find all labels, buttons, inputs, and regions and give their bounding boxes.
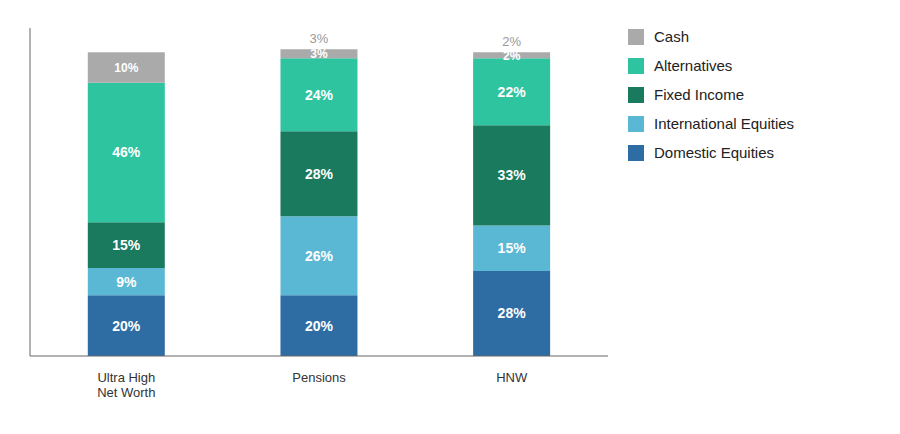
svg-text:33%: 33% xyxy=(498,167,527,183)
svg-text:2%: 2% xyxy=(503,49,521,63)
svg-text:46%: 46% xyxy=(112,144,141,160)
svg-text:Pensions: Pensions xyxy=(292,370,346,385)
svg-text:2%: 2% xyxy=(502,34,521,49)
svg-text:15%: 15% xyxy=(112,237,141,253)
svg-text:10%: 10% xyxy=(114,61,138,75)
svg-text:24%: 24% xyxy=(305,87,334,103)
svg-text:28%: 28% xyxy=(498,305,527,321)
svg-text:15%: 15% xyxy=(498,240,527,256)
svg-text:20%: 20% xyxy=(305,318,334,334)
svg-text:3%: 3% xyxy=(310,31,329,46)
svg-text:3%: 3% xyxy=(310,47,328,61)
html-text:Alternatives: Alternatives xyxy=(654,57,733,74)
svg-text:20%: 20% xyxy=(112,318,141,334)
svg-text:HNW: HNW xyxy=(496,370,528,385)
html-text:Domestic Equities: Domestic Equities xyxy=(654,144,774,161)
svg-text:22%: 22% xyxy=(498,84,527,100)
svg-text:26%: 26% xyxy=(305,248,334,264)
html-text:International Equities: International Equities xyxy=(654,115,795,132)
svg-text:9%: 9% xyxy=(116,274,137,290)
html-text:Fixed Income: Fixed Income xyxy=(654,86,744,103)
svg-text:Ultra HighNet Worth: Ultra HighNet Worth xyxy=(97,370,155,401)
html-text:Cash: Cash xyxy=(654,28,689,45)
svg-text:28%: 28% xyxy=(305,166,334,182)
